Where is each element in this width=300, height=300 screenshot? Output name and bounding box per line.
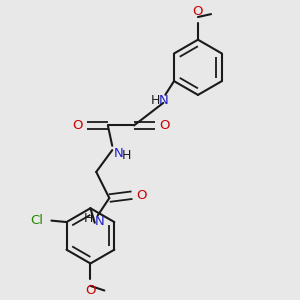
Text: H: H: [122, 149, 131, 162]
Text: N: N: [95, 215, 104, 228]
Text: H: H: [151, 94, 160, 106]
Text: O: O: [193, 4, 203, 18]
Text: O: O: [85, 284, 96, 297]
Text: Cl: Cl: [30, 214, 43, 227]
Text: N: N: [114, 147, 123, 160]
Text: H: H: [84, 212, 93, 225]
Text: O: O: [160, 119, 170, 132]
Text: N: N: [158, 94, 168, 106]
Text: O: O: [72, 119, 82, 132]
Text: O: O: [136, 189, 147, 202]
